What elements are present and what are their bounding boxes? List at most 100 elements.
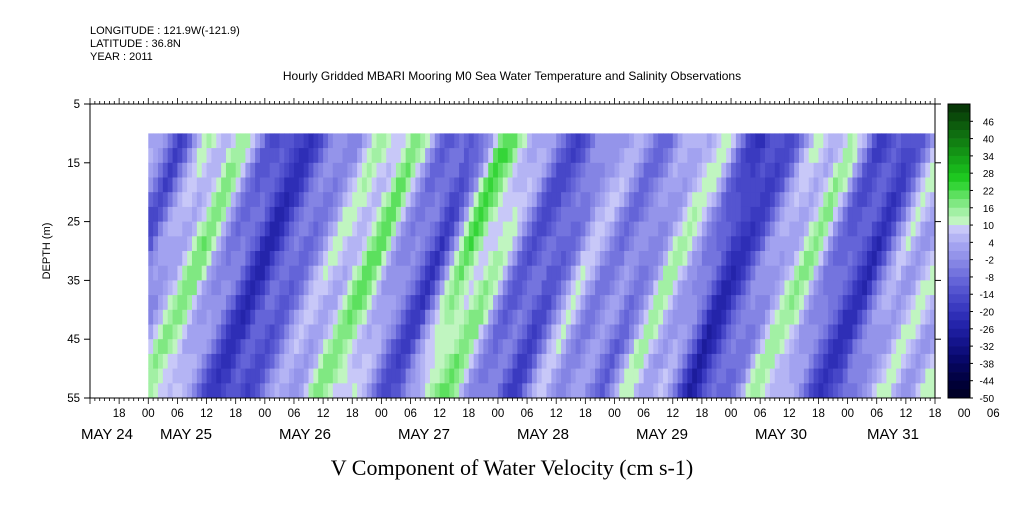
heatmap-cell: [459, 221, 465, 237]
heatmap-cell: [230, 309, 237, 325]
heatmap-cell: [454, 206, 460, 222]
heatmap-cell: [765, 324, 771, 340]
heatmap-cell: [706, 236, 713, 252]
heatmap-cell: [769, 251, 776, 267]
heatmap-cell: [493, 353, 499, 369]
heatmap-cell: [167, 148, 173, 164]
heatmap-cell: [755, 339, 761, 355]
heatmap-cell: [327, 133, 334, 149]
heatmap-cell: [765, 309, 771, 325]
heatmap-cell: [599, 383, 606, 399]
heatmap-cell: [891, 309, 897, 325]
heatmap-cell: [823, 251, 829, 267]
heatmap-cell: [624, 309, 630, 325]
heatmap-cell: [677, 368, 683, 384]
heatmap-cell: [172, 339, 178, 355]
heatmap-cell: [357, 265, 363, 281]
heatmap-cell: [842, 324, 848, 340]
heatmap-cell: [191, 295, 198, 311]
heatmap-cell: [172, 148, 178, 164]
heatmap-cell: [828, 265, 834, 281]
heatmap-cell: [429, 265, 436, 281]
heatmap-cell: [454, 221, 460, 237]
heatmap-cell: [410, 133, 416, 149]
heatmap-cell: [648, 206, 654, 222]
heatmap-cell: [274, 295, 280, 311]
heatmap-cell: [638, 236, 645, 252]
heatmap-cell: [182, 133, 188, 149]
heatmap-cell: [580, 383, 586, 399]
heatmap-cell: [663, 162, 669, 178]
heatmap-cell: [439, 177, 445, 193]
heatmap-cell: [216, 236, 222, 252]
heatmap-cell: [595, 309, 601, 325]
heatmap-cell: [910, 353, 916, 369]
heatmap-cell: [264, 192, 271, 208]
heatmap-cell: [425, 280, 431, 296]
heatmap-cell: [667, 192, 674, 208]
heatmap-cell: [308, 265, 314, 281]
heatmap-cell: [313, 324, 319, 340]
heatmap-cell: [867, 383, 873, 399]
heatmap-cell: [493, 192, 499, 208]
heatmap-cell: [527, 368, 533, 384]
heatmap-cell: [420, 206, 426, 222]
x-hour-label: 18: [229, 408, 242, 420]
heatmap-cell: [429, 221, 436, 237]
heatmap-cell: [357, 251, 363, 267]
heatmap-cell: [896, 236, 902, 252]
heatmap-cell: [614, 339, 620, 355]
heatmap-cell: [784, 133, 790, 149]
heatmap-cell: [604, 133, 611, 149]
heatmap-cell: [415, 339, 421, 355]
heatmap-cell: [546, 236, 552, 252]
heatmap-cell: [808, 192, 814, 208]
heatmap-cell: [444, 221, 450, 237]
heatmap-cell: [274, 177, 280, 193]
heatmap-cell: [240, 251, 246, 267]
heatmap-cell: [813, 280, 819, 296]
heatmap-cell: [318, 236, 324, 252]
heatmap-cell: [439, 280, 445, 296]
heatmap-cell: [493, 221, 499, 237]
heatmap-cell: [493, 265, 499, 281]
heatmap-cell: [808, 309, 814, 325]
heatmap-cell: [293, 236, 300, 252]
heatmap-cell: [235, 339, 241, 355]
heatmap-cell: [755, 148, 761, 164]
heatmap-cell: [716, 192, 722, 208]
heatmap-cell: [570, 339, 577, 355]
heatmap-cell: [604, 192, 611, 208]
heatmap-cell: [891, 280, 897, 296]
heatmap-cell: [250, 221, 256, 237]
heatmap-cell: [886, 162, 892, 178]
heatmap-cell: [905, 339, 912, 355]
heatmap-cell: [760, 177, 766, 193]
heatmap-cell: [425, 133, 431, 149]
heatmap-cell: [774, 162, 780, 178]
heatmap-cell: [250, 236, 256, 252]
heatmap-cell: [585, 309, 591, 325]
heatmap-cell: [794, 339, 800, 355]
heatmap-cell: [386, 177, 392, 193]
heatmap-cell: [444, 324, 450, 340]
heatmap-cell: [255, 251, 261, 267]
heatmap-cell: [512, 383, 518, 399]
heatmap-cell: [308, 339, 314, 355]
heatmap-cell: [478, 236, 484, 252]
heatmap-area: [148, 133, 936, 399]
heatmap-cell: [502, 148, 509, 164]
heatmap-cell: [794, 295, 800, 311]
heatmap-cell: [381, 206, 387, 222]
heatmap-cell: [629, 383, 635, 399]
heatmap-cell: [653, 383, 659, 399]
heatmap-cell: [410, 221, 416, 237]
heatmap-cell: [395, 177, 402, 193]
heatmap-cell: [643, 265, 649, 281]
heatmap-cell: [658, 206, 664, 222]
heatmap-cell: [541, 309, 547, 325]
heatmap-cell: [575, 324, 581, 340]
heatmap-cell: [672, 295, 679, 311]
heatmap-cell: [789, 251, 795, 267]
heatmap-cell: [653, 309, 659, 325]
